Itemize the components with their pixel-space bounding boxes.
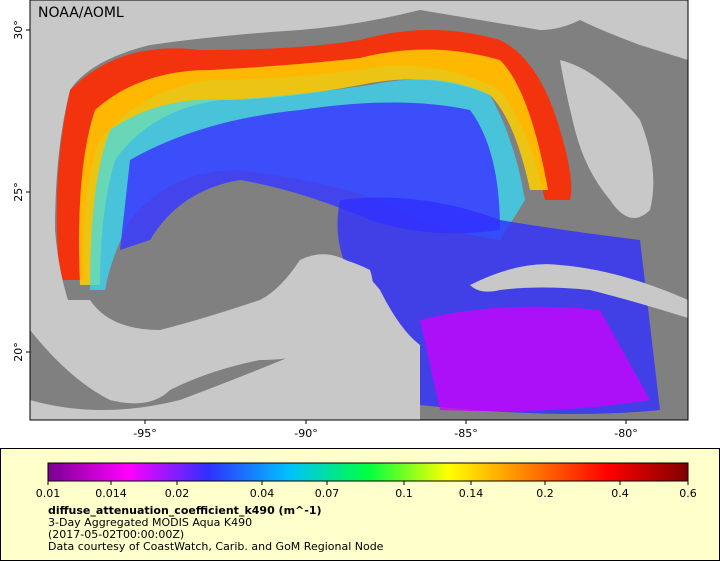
land (30, 0, 688, 330)
colorbar-tick-label: 0.2 (536, 487, 554, 500)
coastal-band (56, 30, 572, 280)
axes: 30° 25° 20° -95° -90° -85° -80° (12, 20, 638, 440)
map-frame (29, 0, 689, 421)
colorbar-tick-label: 0.02 (165, 487, 190, 500)
lon-label: -95° (133, 427, 156, 440)
lon-label: -85° (454, 427, 477, 440)
lon-label: -80° (614, 427, 637, 440)
land (30, 256, 374, 404)
colorbar-tick-label: 0.14 (459, 487, 484, 500)
colorbar-tick-label: 0.07 (315, 487, 340, 500)
colorbar-tick-label: 0.04 (250, 487, 275, 500)
colorbar-tick-label: 0.014 (95, 487, 127, 500)
map-area (30, 0, 688, 420)
coastal-band (79, 49, 548, 285)
caribbean-water (420, 306, 650, 412)
cuba (470, 264, 688, 318)
legend-variable: diffuse_attenuation_coefficient_k490 (m^… (48, 504, 322, 517)
lon-label: -90° (294, 427, 317, 440)
lat-label: 30° (12, 20, 25, 40)
colorbar-ticks: 0.01 0.014 0.02 0.04 0.07 0.1 0.14 0.2 0.4 0.6 (36, 481, 697, 500)
colorbar-tick-label: 0.6 (679, 487, 697, 500)
colorbar (47, 462, 689, 482)
colorbar-tick-label: 0.4 (611, 487, 629, 500)
legend-line: (2017-05-02T00:00:00Z) (48, 528, 184, 541)
legend-line: Data courtesy of CoastWatch, Carib. and … (48, 540, 384, 553)
land (560, 60, 654, 218)
watermark: NOAA/AOML (38, 5, 124, 21)
colorbar-tick-label: 0.01 (36, 487, 61, 500)
legend-line: 3-Day Aggregated MODIS Aqua K490 (48, 516, 252, 529)
land (30, 254, 420, 420)
colorbar-tick-label: 0.1 (395, 487, 413, 500)
lat-label: 20° (12, 342, 25, 362)
lat-label: 25° (12, 182, 25, 202)
